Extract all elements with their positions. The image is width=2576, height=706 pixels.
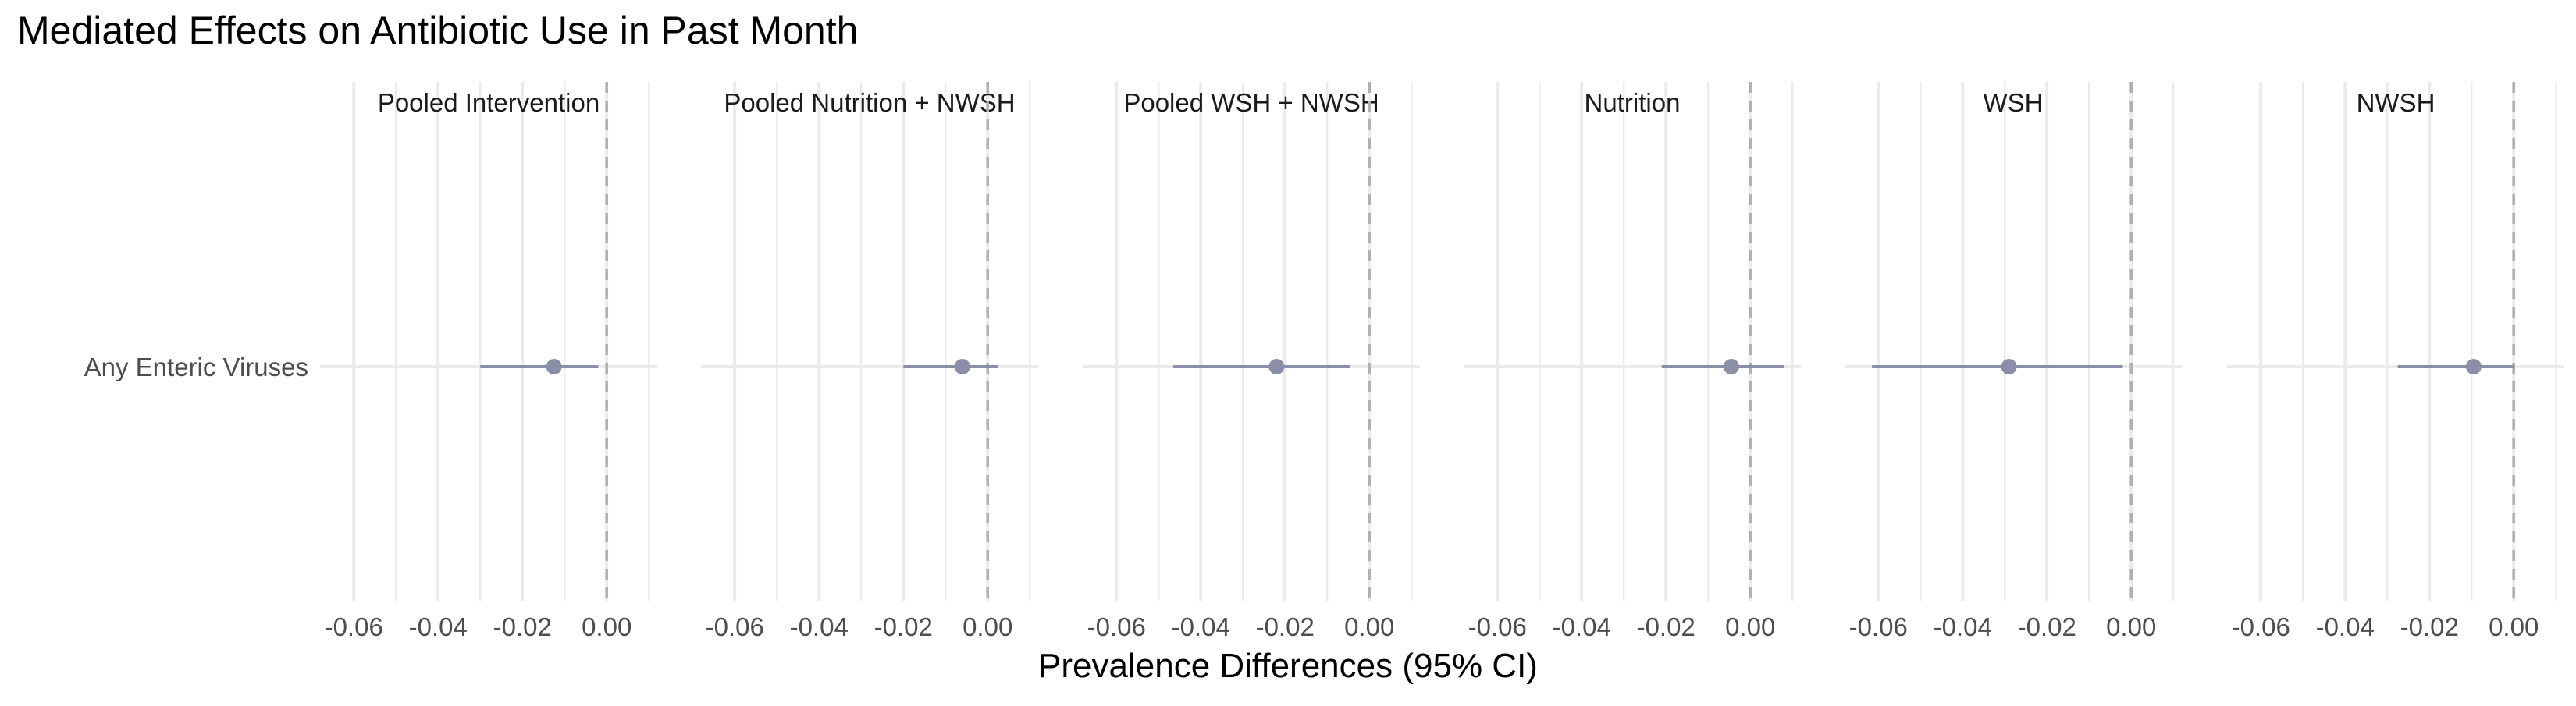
x-tick-label: -0.06 bbox=[2232, 612, 2290, 641]
y-tick-label: Any Enteric Viruses bbox=[84, 353, 308, 381]
x-tick-label: 0.00 bbox=[2489, 612, 2539, 641]
x-tick-label: 0.00 bbox=[1344, 612, 1394, 641]
x-tick-label: -0.06 bbox=[325, 612, 383, 641]
x-tick-label: -0.02 bbox=[2400, 612, 2459, 641]
x-tick-label: -0.04 bbox=[2316, 612, 2375, 641]
point-estimate bbox=[1268, 359, 1285, 374]
facet-title: WSH bbox=[1984, 88, 2044, 117]
x-tick-label: -0.06 bbox=[1468, 612, 1527, 641]
x-tick-label: -0.06 bbox=[706, 612, 764, 641]
facet-title: NWSH bbox=[2357, 88, 2435, 117]
facet-title: Pooled Nutrition + NWSH bbox=[724, 88, 1015, 117]
x-tick-label: -0.02 bbox=[2018, 612, 2076, 641]
x-tick-label: -0.02 bbox=[874, 612, 933, 641]
x-tick-label: 0.00 bbox=[582, 612, 632, 641]
x-tick-label: 0.00 bbox=[1725, 612, 1775, 641]
point-estimate bbox=[1723, 359, 1739, 374]
point-estimate bbox=[546, 359, 562, 374]
facet-panel: Pooled Nutrition + NWSH -0.06 -0.04 -0.02 0.… bbox=[701, 82, 1038, 641]
x-tick-label: 0.00 bbox=[2106, 612, 2156, 641]
chart-title: Mediated Effects on Antibiotic Use in Pa… bbox=[17, 9, 858, 52]
facet-panel: Nutrition -0.06 -0.04 -0.02 0.00 bbox=[1464, 82, 1801, 641]
x-tick-label: 0.00 bbox=[962, 612, 1012, 641]
point-estimate bbox=[954, 359, 970, 374]
facet-panel: Pooled Intervention -0.06 -0.04 -0.02 0.00 bbox=[320, 82, 657, 641]
facet-panel: Pooled WSH + NWSH -0.06 -0.04 -0.02 0.00 bbox=[1083, 82, 1420, 641]
x-tick-label: -0.06 bbox=[1849, 612, 1908, 641]
facet-panel: WSH -0.06 -0.04 -0.02 0.00 bbox=[1845, 82, 2182, 641]
x-tick-label: -0.04 bbox=[1553, 612, 1611, 641]
point-estimate bbox=[2001, 359, 2017, 374]
facet-panel: NWSH -0.06 -0.04 -0.02 0.00 bbox=[2227, 82, 2564, 641]
x-tick-label: -0.02 bbox=[1256, 612, 1315, 641]
panels-layer: Pooled Intervention-0.06 -0.04 -0.02 0.00Po… bbox=[320, 82, 2564, 641]
facet-title: Pooled WSH + NWSH bbox=[1123, 88, 1379, 117]
x-tick-label: -0.04 bbox=[409, 612, 468, 641]
x-tick-label: -0.06 bbox=[1087, 612, 1146, 641]
point-estimate bbox=[2465, 359, 2482, 374]
x-axis-title: Prevalence Differences (95% CI) bbox=[1038, 647, 1538, 685]
facet-title: Pooled Intervention bbox=[378, 88, 600, 117]
x-tick-label: -0.04 bbox=[790, 612, 849, 641]
y-axis-labels: Any Enteric Viruses bbox=[84, 353, 308, 381]
x-tick-label: -0.02 bbox=[1637, 612, 1695, 641]
x-tick-label: -0.02 bbox=[493, 612, 552, 641]
facet-title: Nutrition bbox=[1585, 88, 1681, 117]
x-tick-label: -0.04 bbox=[1172, 612, 1230, 641]
x-tick-label: -0.04 bbox=[1934, 612, 1992, 641]
